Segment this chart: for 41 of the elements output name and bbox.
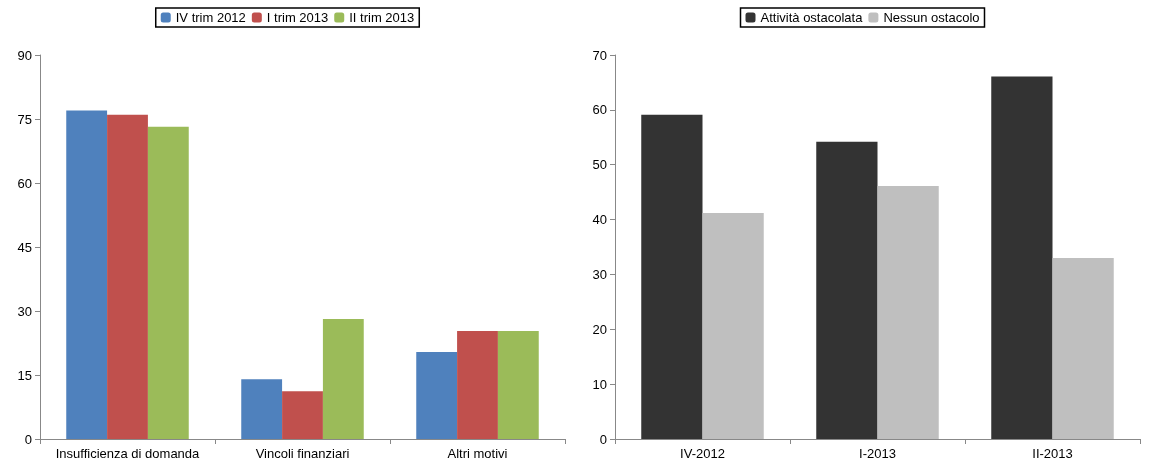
y-tick-label: 45 bbox=[17, 239, 32, 255]
bar bbox=[241, 379, 283, 439]
y-tick-label: 40 bbox=[592, 212, 607, 228]
bar bbox=[107, 114, 148, 439]
bar bbox=[877, 186, 939, 439]
y-tick-label: 30 bbox=[17, 303, 32, 319]
x-tick-label: Insufficienza di domanda bbox=[55, 446, 201, 461]
legend-label: I trim 2013 bbox=[266, 10, 329, 25]
y-tick-label: 70 bbox=[592, 47, 607, 63]
x-tick-label: I-2013 bbox=[859, 446, 896, 461]
y-tick-label: 0 bbox=[24, 431, 32, 447]
y-tick-label: 20 bbox=[592, 321, 607, 337]
bar bbox=[991, 76, 1053, 439]
y-tick-label: 15 bbox=[17, 367, 32, 383]
legend-label: II trim 2013 bbox=[349, 10, 415, 25]
y-tick-label: 75 bbox=[17, 111, 32, 127]
y-tick-label: 90 bbox=[17, 47, 32, 63]
x-tick-label: Altri motivi bbox=[447, 446, 508, 461]
bar bbox=[702, 212, 764, 439]
y-tick-label: 50 bbox=[592, 157, 607, 173]
x-tick-label: II-2013 bbox=[1032, 446, 1073, 461]
x-tick-label: IV-2012 bbox=[680, 446, 725, 461]
bar bbox=[66, 110, 108, 439]
legend-label: Attività ostacolata bbox=[760, 10, 864, 25]
bar bbox=[322, 319, 364, 439]
legend-label: IV trim 2012 bbox=[175, 10, 246, 25]
bar bbox=[641, 114, 703, 439]
y-tick-label: 30 bbox=[592, 266, 607, 282]
y-tick-label: 60 bbox=[17, 175, 32, 191]
bar bbox=[457, 331, 498, 439]
bar bbox=[1052, 257, 1114, 439]
x-tick-label: Vincoli finanziari bbox=[255, 446, 350, 461]
y-tick-label: 10 bbox=[592, 376, 607, 392]
bar bbox=[497, 331, 539, 439]
bar bbox=[282, 391, 323, 439]
y-tick-label: 60 bbox=[592, 102, 607, 118]
bar bbox=[147, 126, 189, 439]
bar bbox=[816, 141, 878, 439]
legend-label: Nessun ostacolo bbox=[883, 10, 980, 25]
bar bbox=[416, 351, 458, 439]
y-tick-label: 0 bbox=[599, 431, 607, 447]
